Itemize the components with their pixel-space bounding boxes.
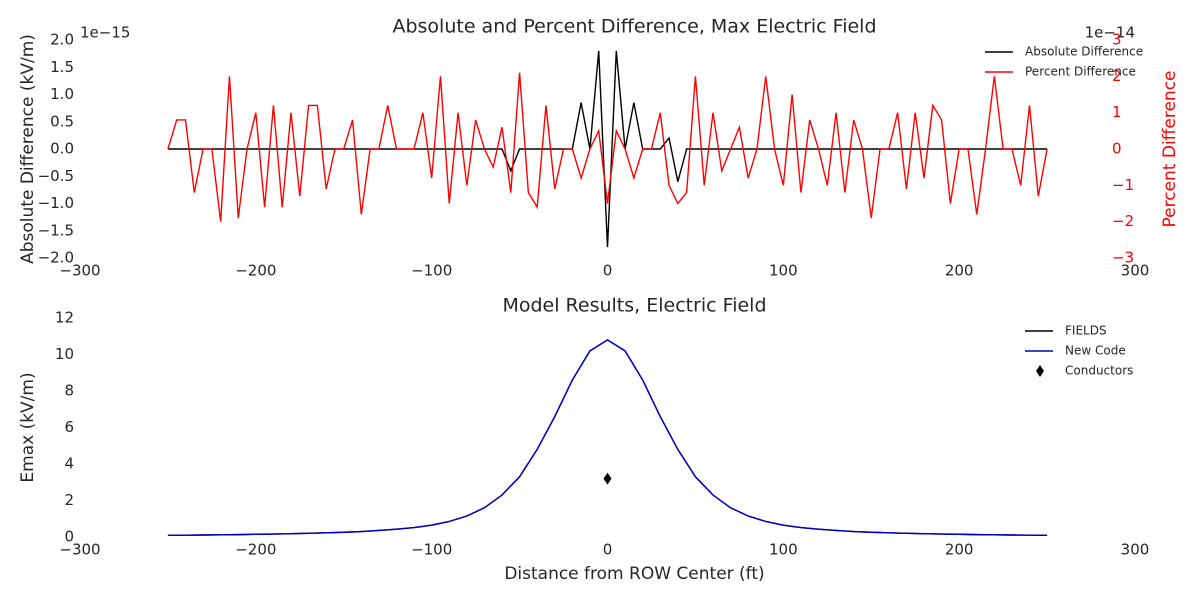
x-tick-label: 100 [769, 262, 798, 280]
y-tick-label: 4 [64, 455, 74, 473]
y2-offset-label: 1e−14 [1085, 24, 1135, 42]
x-tick-label: 300 [1121, 262, 1150, 280]
y-offset-label: 1e−15 [80, 24, 130, 42]
x-tick-label: 200 [945, 541, 974, 559]
y-tick-label: −1.5 [38, 221, 74, 239]
y-tick-label: 1.0 [50, 85, 74, 103]
y-tick-label: 2.0 [50, 31, 74, 49]
y2-tick-label: 2 [1112, 67, 1122, 85]
y-tick-label: −0.5 [38, 167, 74, 185]
data-line [167, 72, 1048, 222]
x-tick-label: 0 [603, 541, 613, 559]
y-tick-label: 6 [64, 418, 74, 436]
y2-tick-label: 0 [1112, 140, 1122, 158]
data-line [167, 339, 1048, 537]
chart-title: Model Results, Electric Field [502, 295, 766, 317]
x-tick-label: −200 [235, 262, 276, 280]
legend-item: Absolute Difference [985, 45, 1143, 59]
x-tick-label: 200 [945, 262, 974, 280]
y-tick-label: 2 [64, 491, 74, 509]
x-tick-label: −200 [235, 541, 276, 559]
legend-item: New Code [1025, 344, 1126, 358]
y-tick-label: 0 [64, 528, 74, 546]
y-tick-label: 1.5 [50, 58, 74, 76]
legend-label: FIELDS [1065, 324, 1107, 338]
y2-tick-label: 3 [1112, 31, 1122, 49]
y2-tick-label: −2 [1112, 212, 1134, 230]
y-tick-label: −2.0 [38, 249, 74, 267]
y2-axis-label: Percent Difference [1160, 70, 1180, 227]
y-tick-label: 10 [55, 345, 74, 363]
legend-label: New Code [1065, 344, 1126, 358]
y2-tick-label: −3 [1112, 249, 1134, 267]
y2-tick-label: −1 [1112, 176, 1134, 194]
x-axis-label: Distance from ROW Center (ft) [504, 564, 764, 584]
y2-tick-label: 1 [1112, 103, 1122, 121]
y-tick-label: 0.0 [50, 140, 74, 158]
y-axis-label: Absolute Difference (kV/m) [18, 34, 38, 264]
y-axis-label: Emax (kV/m) [18, 372, 38, 482]
x-tick-label: −300 [59, 541, 100, 559]
data-point [603, 472, 612, 485]
y-tick-label: −1.0 [38, 194, 74, 212]
y-tick-label: 12 [55, 309, 74, 327]
x-tick-label: −100 [411, 262, 452, 280]
x-tick-label: −300 [59, 262, 100, 280]
x-tick-label: 0 [603, 262, 613, 280]
x-tick-label: −100 [411, 541, 452, 559]
x-tick-label: 100 [769, 541, 798, 559]
data-line [167, 339, 1048, 537]
legend-label: Percent Difference [1025, 65, 1136, 79]
chart-title: Absolute and Percent Difference, Max Ele… [392, 16, 876, 38]
data-line [167, 50, 1048, 248]
legend-item: FIELDS [1025, 324, 1107, 338]
legend-label: Conductors [1065, 364, 1133, 378]
y-tick-label: 8 [64, 382, 74, 400]
x-tick-label: 300 [1121, 541, 1150, 559]
legend-marker [1036, 365, 1044, 377]
legend-item: Percent Difference [985, 65, 1136, 79]
y-tick-label: 0.5 [50, 112, 74, 130]
legend-item: Conductors [1036, 364, 1133, 378]
legend-label: Absolute Difference [1025, 45, 1143, 59]
